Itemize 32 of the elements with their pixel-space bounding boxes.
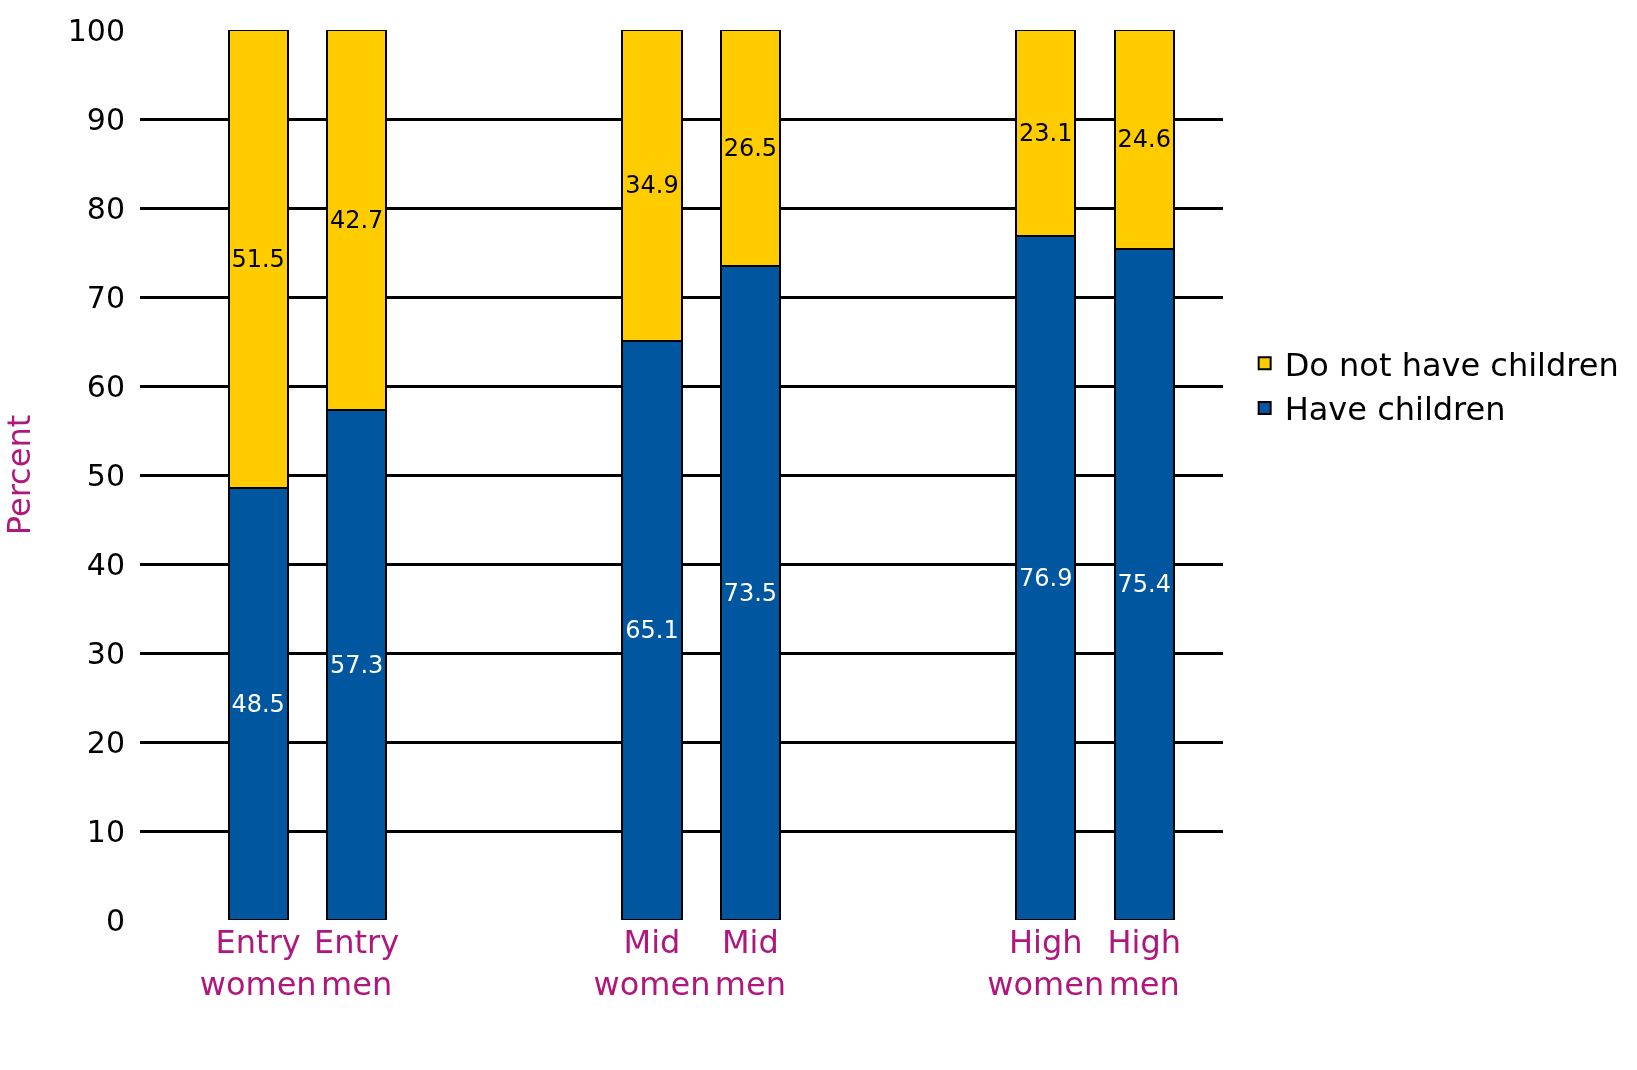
data-label: 23.1 — [1019, 118, 1073, 147]
data-label: 26.5 — [723, 133, 778, 162]
legend-label: Do not have children — [1284, 345, 1619, 384]
y-tick-label: 0 — [105, 902, 125, 938]
y-tick-label: 90 — [86, 101, 125, 137]
data-label: 75.4 — [1117, 570, 1171, 599]
data-label: 76.9 — [1019, 563, 1073, 592]
y-tick-label: 80 — [86, 190, 125, 226]
data-label: 51.5 — [231, 245, 285, 274]
data-label: 34.9 — [625, 171, 679, 200]
data-label: 65.1 — [625, 616, 679, 645]
x-tick-label: Entry men — [314, 923, 400, 1003]
y-axis-title: Percent — [0, 414, 38, 536]
y-tick-label: 70 — [86, 279, 125, 315]
data-label: 73.5 — [723, 578, 778, 607]
y-tick-label: 60 — [86, 368, 125, 404]
legend-label: Have children — [1284, 390, 1506, 429]
data-label: 42.7 — [329, 206, 384, 235]
x-tick-label: High men — [1107, 923, 1182, 1003]
data-label: 24.6 — [1117, 125, 1171, 154]
x-tick-label: Mid women — [593, 923, 711, 1003]
y-tick-label: 40 — [86, 546, 125, 582]
y-tick-label: 10 — [86, 813, 125, 849]
x-tick-label: High women — [987, 923, 1105, 1003]
data-label: 48.5 — [231, 690, 285, 719]
x-tick-label: Mid men — [714, 923, 786, 1003]
y-tick-label: 100 — [67, 12, 125, 48]
y-tick-label: 30 — [86, 635, 125, 671]
y-tick-label: 20 — [86, 724, 125, 760]
y-tick-label: 50 — [86, 457, 125, 493]
data-label: 57.3 — [329, 651, 384, 680]
x-tick-label: Entry women — [199, 923, 317, 1003]
